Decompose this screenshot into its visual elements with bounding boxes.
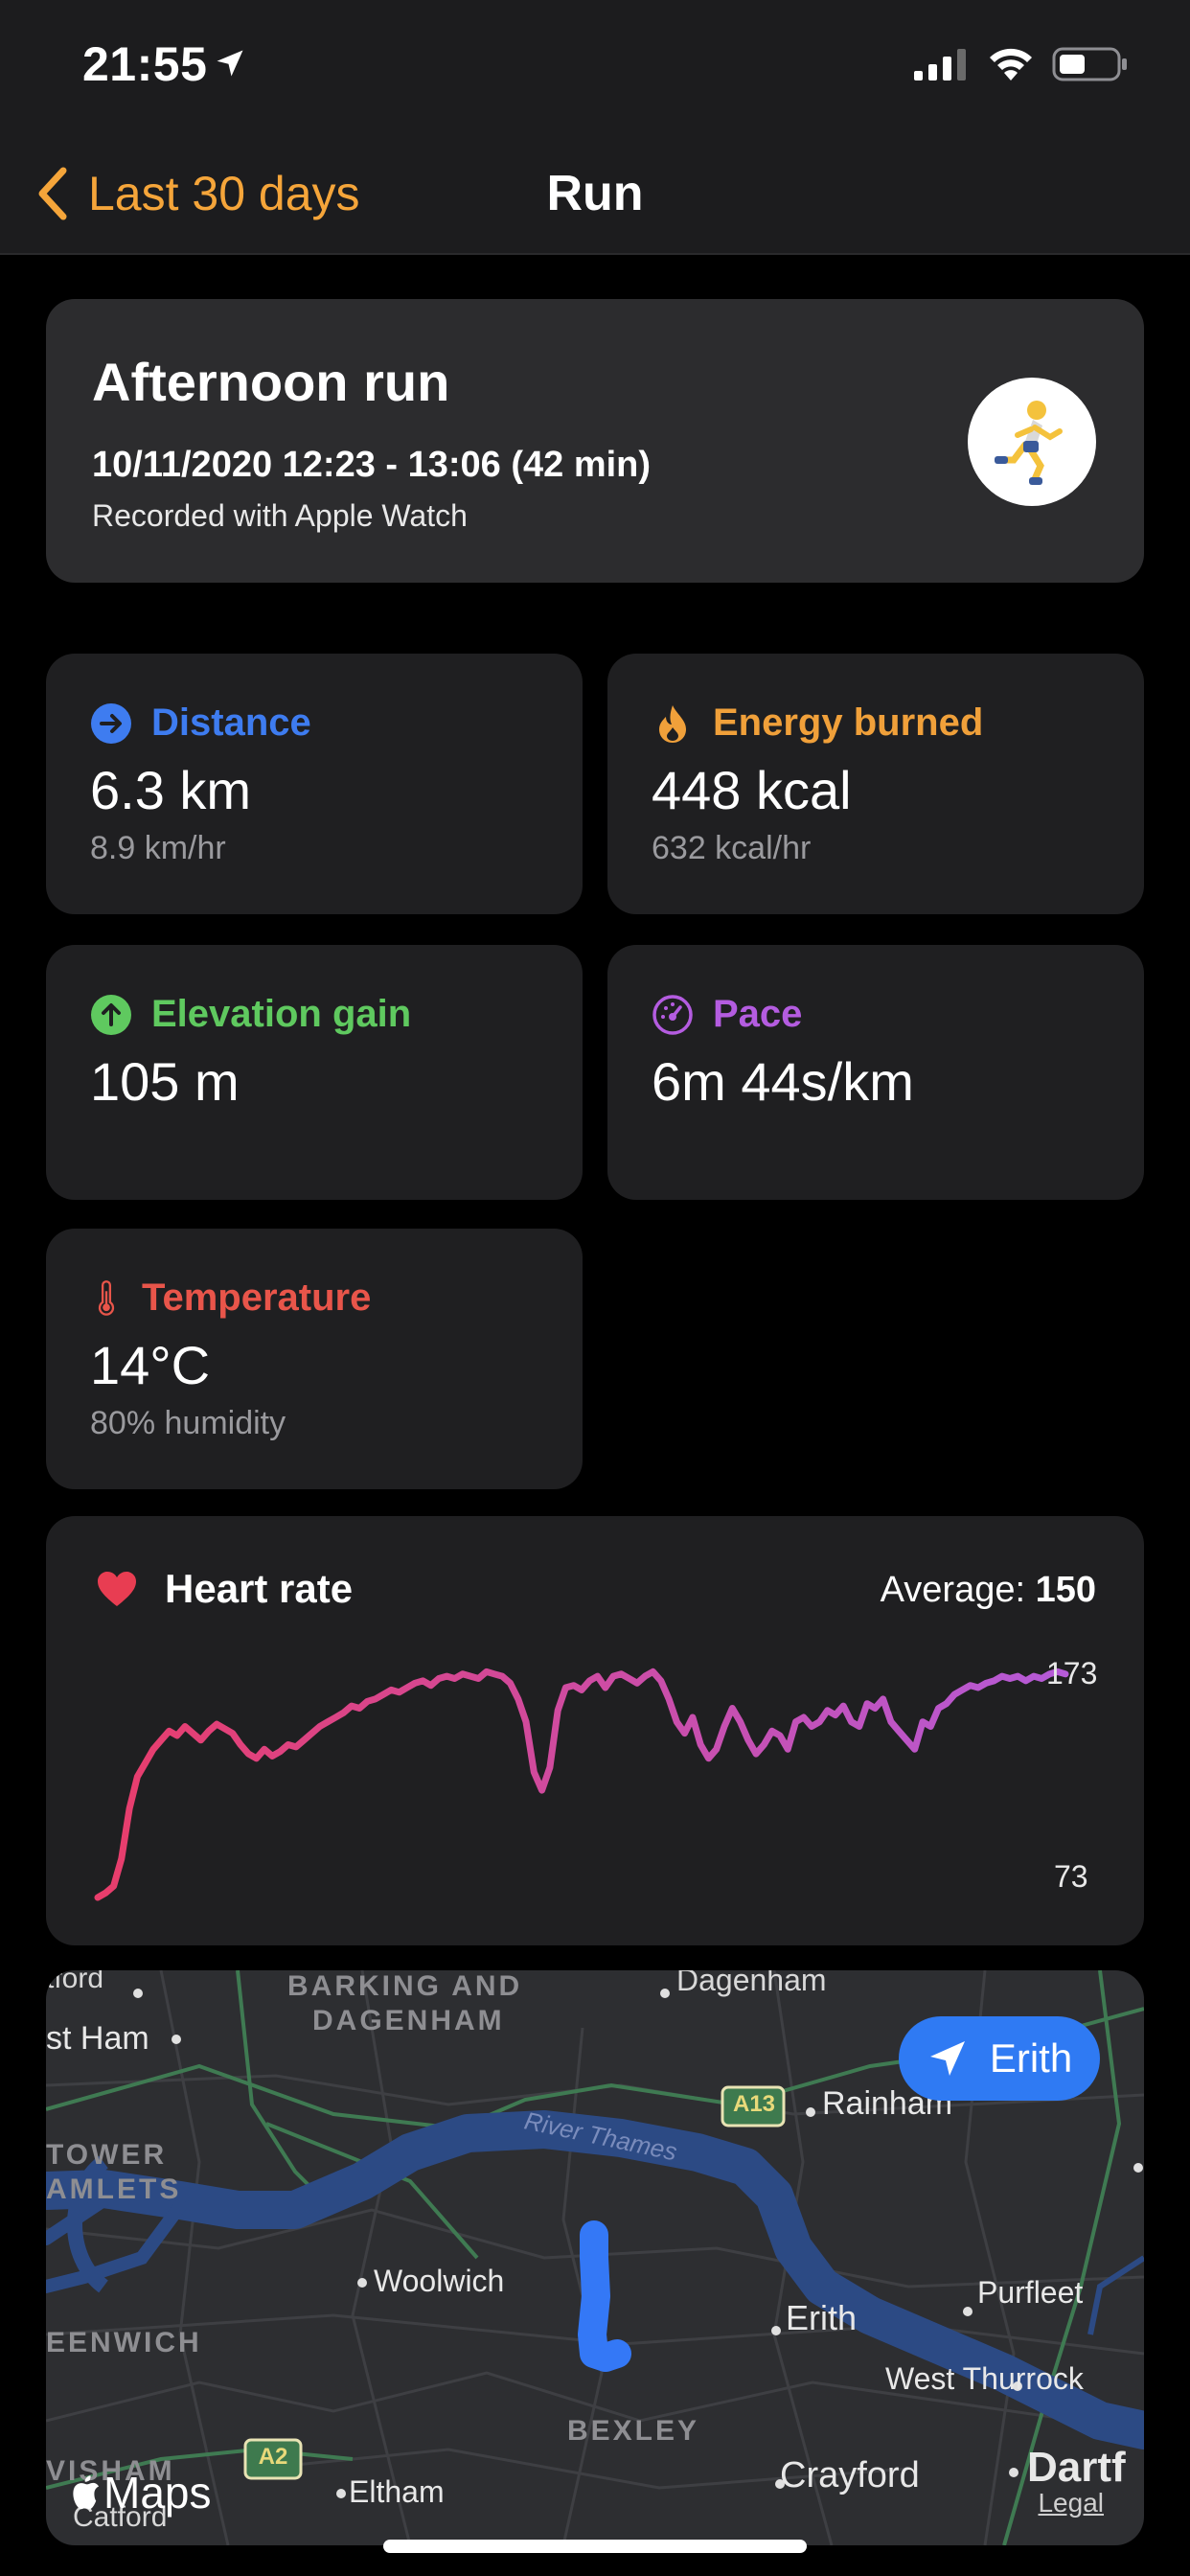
pace-card[interactable]: Pace 6m 44s/km: [607, 945, 1144, 1200]
location-arrow-icon: [929, 2041, 965, 2076]
place-bexley: BEXLEY: [567, 2415, 700, 2447]
back-label: Last 30 days: [88, 167, 360, 220]
apple-logo-icon: [73, 2475, 100, 2510]
place-crayford: Crayford: [780, 2455, 920, 2496]
place-east-ham: st Ham: [46, 2020, 149, 2057]
heart-rate-label-row: Heart rate: [96, 1566, 353, 1612]
battery-icon: [1052, 47, 1127, 81]
average-label: Average:: [880, 1570, 1026, 1610]
heart-icon: [98, 1572, 136, 1606]
runner-badge: [968, 378, 1096, 506]
status-time: 21:55: [82, 37, 208, 91]
arrow-up-circle-icon: [91, 994, 131, 1035]
route-map[interactable]: tford BARKING AND DAGENHAM Dagenham st H…: [46, 1970, 1144, 2545]
distance-card[interactable]: Distance 6.3 km 8.9 km/hr: [46, 654, 583, 914]
distance-label-row: Distance: [90, 702, 311, 745]
energy-value: 448 kcal: [652, 760, 852, 820]
place-greenwich: EENWICH: [46, 2327, 202, 2358]
elevation-card[interactable]: Elevation gain 105 m: [46, 945, 583, 1200]
distance-label: Distance: [151, 702, 311, 744]
temperature-card[interactable]: Temperature 14°C 80% humidity: [46, 1229, 583, 1489]
map-canvas: [46, 1970, 1144, 2545]
place-woolwich: Woolwich: [374, 2264, 505, 2298]
back-button[interactable]: Last 30 days: [34, 163, 360, 224]
energy-label: Energy burned: [713, 702, 984, 744]
workout-title: Afternoon run: [92, 352, 450, 412]
place-tower: TOWER: [46, 2139, 168, 2171]
heart-rate-series-line: [94, 1668, 1069, 1901]
place-barking: BARKING AND: [287, 1970, 523, 2002]
place-eltham: Eltham: [349, 2474, 445, 2509]
maps-label: Maps: [103, 2468, 212, 2518]
wifi-icon: [990, 48, 1032, 80]
pace-label: Pace: [713, 993, 803, 1035]
recorded-source: Recorded with Apple Watch: [92, 498, 468, 533]
temperature-label: Temperature: [142, 1276, 372, 1319]
heart-rate-card[interactable]: Heart rate Average: 150 173 73: [46, 1516, 1144, 1945]
temperature-label-row: Temperature: [90, 1276, 371, 1320]
place-erith: Erith: [786, 2298, 858, 2337]
elevation-value: 105 m: [90, 1051, 240, 1112]
page-title: Run: [546, 166, 644, 221]
nav-bar: Last 30 days Run: [0, 134, 1190, 255]
place-dagenham-area: DAGENHAM: [312, 2005, 505, 2036]
thermometer-icon: [98, 1279, 115, 1316]
cellular-signal-icon: [914, 49, 966, 80]
place-lewisham: VISHAM: [46, 2455, 175, 2487]
location-arrow-icon: [217, 50, 243, 77]
average-value: 150: [1035, 1570, 1096, 1610]
place-stratford: tford: [46, 1970, 104, 1994]
place-dartford: Dartf: [1027, 2444, 1126, 2491]
distance-speed: 8.9 km/hr: [90, 830, 226, 866]
place-west-thurrock: West Thurrock: [885, 2361, 1084, 2396]
y-tick-max: 173: [1046, 1656, 1098, 1690]
a2-label: A2: [258, 2444, 288, 2470]
a2-shield: [243, 2438, 303, 2480]
place-dagenham: Dagenham: [676, 1970, 827, 1997]
elevation-label: Elevation gain: [151, 993, 412, 1035]
speedometer-icon: [652, 994, 693, 1035]
legal-link[interactable]: Legal: [1038, 2488, 1104, 2518]
location-button-label: Erith: [989, 2036, 1073, 2081]
workout-summary-card: Afternoon run 10/11/2020 12:23 - 13:06 (…: [46, 299, 1144, 583]
energy-card[interactable]: Energy burned 448 kcal 632 kcal/hr: [607, 654, 1144, 914]
humidity-value: 80% humidity: [90, 1405, 286, 1441]
arrow-right-circle-icon: [91, 702, 131, 744]
pace-label-row: Pace: [652, 993, 802, 1036]
energy-rate: 632 kcal/hr: [652, 830, 812, 866]
location-button[interactable]: Erith: [899, 2016, 1100, 2101]
energy-label-row: Energy burned: [652, 702, 983, 745]
heart-rate-average: Average: 150: [881, 1570, 1096, 1611]
temperature-value: 14°C: [90, 1335, 211, 1395]
elevation-label-row: Elevation gain: [90, 993, 411, 1036]
workout-datetime: 10/11/2020 12:23 - 13:06 (42 min): [92, 445, 652, 485]
home-indicator: [383, 2540, 807, 2553]
heart-rate-label: Heart rate: [165, 1566, 354, 1611]
pace-value: 6m 44s/km: [652, 1051, 914, 1112]
distance-value: 6.3 km: [90, 760, 252, 820]
a13-shield: [721, 2085, 786, 2128]
maps-logo: Maps: [71, 2467, 211, 2518]
heart-rate-chart: [94, 1668, 1069, 1901]
place-purfleet: Purfleet: [977, 2275, 1084, 2310]
flame-icon: [659, 704, 686, 743]
place-hamlets: AMLETS: [46, 2174, 182, 2205]
status-bar: 21:55: [0, 0, 1190, 134]
y-tick-min: 73: [1054, 1859, 1088, 1894]
chevron-left-icon: [38, 167, 67, 220]
runner-icon: [995, 401, 1063, 485]
a13-label: A13: [732, 2091, 776, 2117]
